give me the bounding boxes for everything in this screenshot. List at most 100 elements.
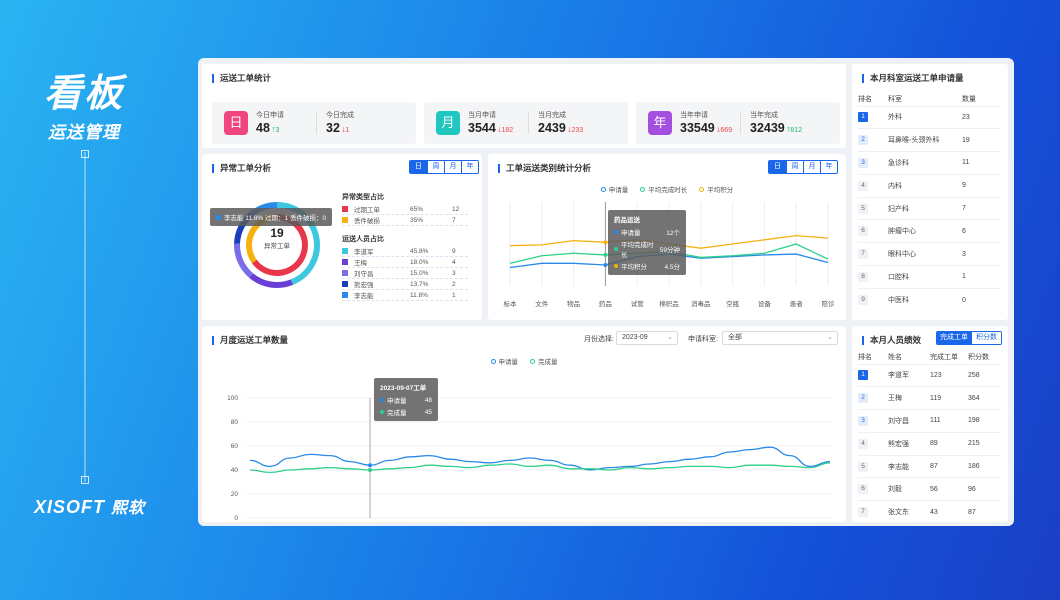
staff-card: 本月人员绩效 完成工单 积分数 排名 姓名 完成工单 积分数 1 李道军 123 25…: [852, 326, 1008, 522]
stat-value-number: 2439: [538, 121, 566, 135]
table-row[interactable]: 3 急诊科 11: [858, 151, 1000, 175]
table-row[interactable]: 4 熊宏强 89 215: [858, 432, 1000, 455]
table-row[interactable]: 8 口腔科 1: [858, 265, 1000, 289]
y-tick-label: 40: [231, 467, 239, 474]
table-row[interactable]: 6 刘毅 56 96: [858, 477, 1000, 501]
staff-points: 186: [968, 463, 980, 471]
rank-badge: 7: [858, 249, 868, 260]
rank-cell: 6: [858, 220, 888, 243]
dept-name: 内科: [888, 182, 902, 190]
period-tab[interactable]: 周: [427, 161, 444, 173]
table-row[interactable]: 1 外科 23: [858, 106, 1000, 129]
x-tick-label: 空瓶: [726, 299, 740, 308]
table-row[interactable]: 5 李志能 87 186: [858, 455, 1000, 478]
share-row: 李志能 11.8% 1: [342, 290, 468, 301]
period-tab[interactable]: 年: [461, 161, 478, 173]
tooltip-name: 平均积分: [621, 264, 647, 271]
share-row: 丢件破损 35% 7: [342, 215, 468, 226]
tab-points[interactable]: 积分数: [971, 332, 1001, 344]
y-tick-label: 0: [234, 515, 238, 522]
brand-divider-dot-bottom: [81, 476, 89, 484]
category-title: 工单运送类别统计分析: [498, 164, 591, 173]
table-row[interactable]: 4 内科 9: [858, 174, 1000, 197]
dept-name: 眼科中心: [888, 251, 916, 259]
stat-card: 年 当年申请 33549 🡓669 当年完成 32439 🡑812: [636, 102, 840, 144]
share-row: 熊宏强 13.7% 2: [342, 279, 468, 290]
stat-divider: [740, 112, 741, 134]
people-donut-slice: [234, 243, 254, 278]
stat-card: 月当月申请 3544 🡓182 当月完成 2439 🡓233: [424, 102, 628, 144]
share-row: 王梅 18.0% 4: [342, 257, 468, 268]
stat-card: 日 今日申请 48 🡑3 今日完成 32 🡓1: [212, 102, 416, 144]
period-tab[interactable]: 月: [444, 161, 461, 173]
legend-item[interactable]: 平均完成时长: [640, 184, 687, 194]
table-row[interactable]: 7 张文东 43 87: [858, 500, 1000, 524]
legend-item[interactable]: 完成量: [530, 356, 558, 366]
dept-count: 1: [962, 273, 966, 281]
tab-completed-orders[interactable]: 完成工单: [937, 332, 971, 344]
dept-count: 11: [962, 159, 970, 167]
table-row[interactable]: 1 李道军 123 258: [858, 364, 1000, 387]
staff-table-header: 排名 姓名 完成工单 积分数: [858, 350, 1000, 364]
share-name: 刘守昌: [354, 271, 374, 278]
rank-badge: 2: [858, 393, 868, 404]
table-row[interactable]: 5 妇产科 7: [858, 197, 1000, 220]
donut-center-label: 异常工单: [264, 243, 290, 250]
tooltip-dot: [614, 230, 618, 234]
tooltip-row: 平均积分 4.5分: [614, 261, 680, 271]
legend-label: 平均完成时长: [648, 187, 688, 194]
rank-cell: 8: [858, 266, 888, 289]
category-card: 工单运送类别统计分析 日周月年 申请量 平均完成时长 平均积分 标本 文件 物品 药品 试管…: [488, 154, 846, 320]
period-tab[interactable]: 日: [769, 161, 786, 173]
rank-cell: 5: [858, 197, 888, 220]
month-select[interactable]: 2023-09 ⌄: [616, 331, 678, 345]
table-row[interactable]: 2 耳鼻喉-头颈外科 19: [858, 128, 1000, 152]
category-tooltip: 药品运送 申请量 12个 平均完成时长 59分钟 平均积分 4.5分: [608, 210, 686, 275]
share-name: 丢件破损: [354, 218, 380, 225]
share-count: 9: [452, 247, 456, 255]
legend-item[interactable]: 申请量: [490, 356, 518, 366]
x-tick-label: 标本: [504, 299, 518, 308]
x-tick-label: 试管: [631, 299, 645, 308]
table-row[interactable]: 9 中医科 0: [858, 288, 1000, 311]
table-row[interactable]: 6 肿瘤中心 6: [858, 219, 1000, 243]
stat-label: 当年申请: [680, 112, 708, 119]
share-name: 过期工单: [354, 207, 380, 214]
dept-name: 妇产科: [888, 205, 909, 213]
monthly-tooltip: 2023-09-07工单 申请量 48 完成量 45: [374, 378, 438, 421]
period-tab[interactable]: 月: [803, 161, 820, 173]
share-row: 过期工单 65% 12: [342, 204, 468, 215]
dept-select-value: 全部: [728, 334, 742, 341]
staff-points: 96: [968, 485, 976, 493]
monthly-line-chart: 1008060402000102030405060708091011121314…: [227, 395, 831, 522]
period-tab[interactable]: 日: [410, 161, 427, 173]
legend-item[interactable]: 申请量: [600, 184, 628, 194]
table-row[interactable]: 3 刘守昌 111 198: [858, 409, 1000, 433]
share-row: 刘守昌 15.0% 3: [342, 268, 468, 279]
abnormal-period-toggle: 日周月年: [409, 160, 479, 174]
x-tick-label: 物品: [567, 299, 580, 308]
period-tab[interactable]: 周: [786, 161, 803, 173]
tooltip-value: 12个: [666, 230, 680, 237]
share-name: 王梅: [354, 260, 367, 267]
stat-label: 当月完成: [538, 112, 566, 119]
monthly-legend: 申请量 完成量: [202, 356, 846, 366]
rank-badge: 4: [858, 180, 868, 191]
period-tab[interactable]: 年: [820, 161, 837, 173]
rank-cell: 1: [858, 364, 888, 387]
dept-table: 排名 科室 数量 1 外科 23 2 耳鼻喉-头颈外科 19 3 急诊科 11 4 内科 9 5 妇产科 7…: [858, 92, 1000, 311]
table-row[interactable]: 2 王梅 119 364: [858, 386, 1000, 410]
staff-points: 198: [968, 417, 980, 425]
arrow-up-icon: 🡑: [271, 127, 276, 134]
table-row[interactable]: 7 眼科中心 3: [858, 242, 1000, 266]
staff-done: 89: [930, 440, 938, 448]
legend-item[interactable]: 平均积分: [699, 184, 733, 194]
rank-cell: 2: [858, 387, 888, 410]
dept-select[interactable]: 全部 ⌄: [722, 331, 838, 345]
tooltip-dot: [614, 247, 618, 251]
y-tick-label: 100: [227, 395, 238, 402]
trend-delta-value: 1: [345, 127, 350, 134]
stat-value: 32439 🡑812: [750, 121, 802, 137]
rank-cell: 1: [858, 106, 888, 129]
dept-name: 口腔科: [888, 273, 909, 281]
